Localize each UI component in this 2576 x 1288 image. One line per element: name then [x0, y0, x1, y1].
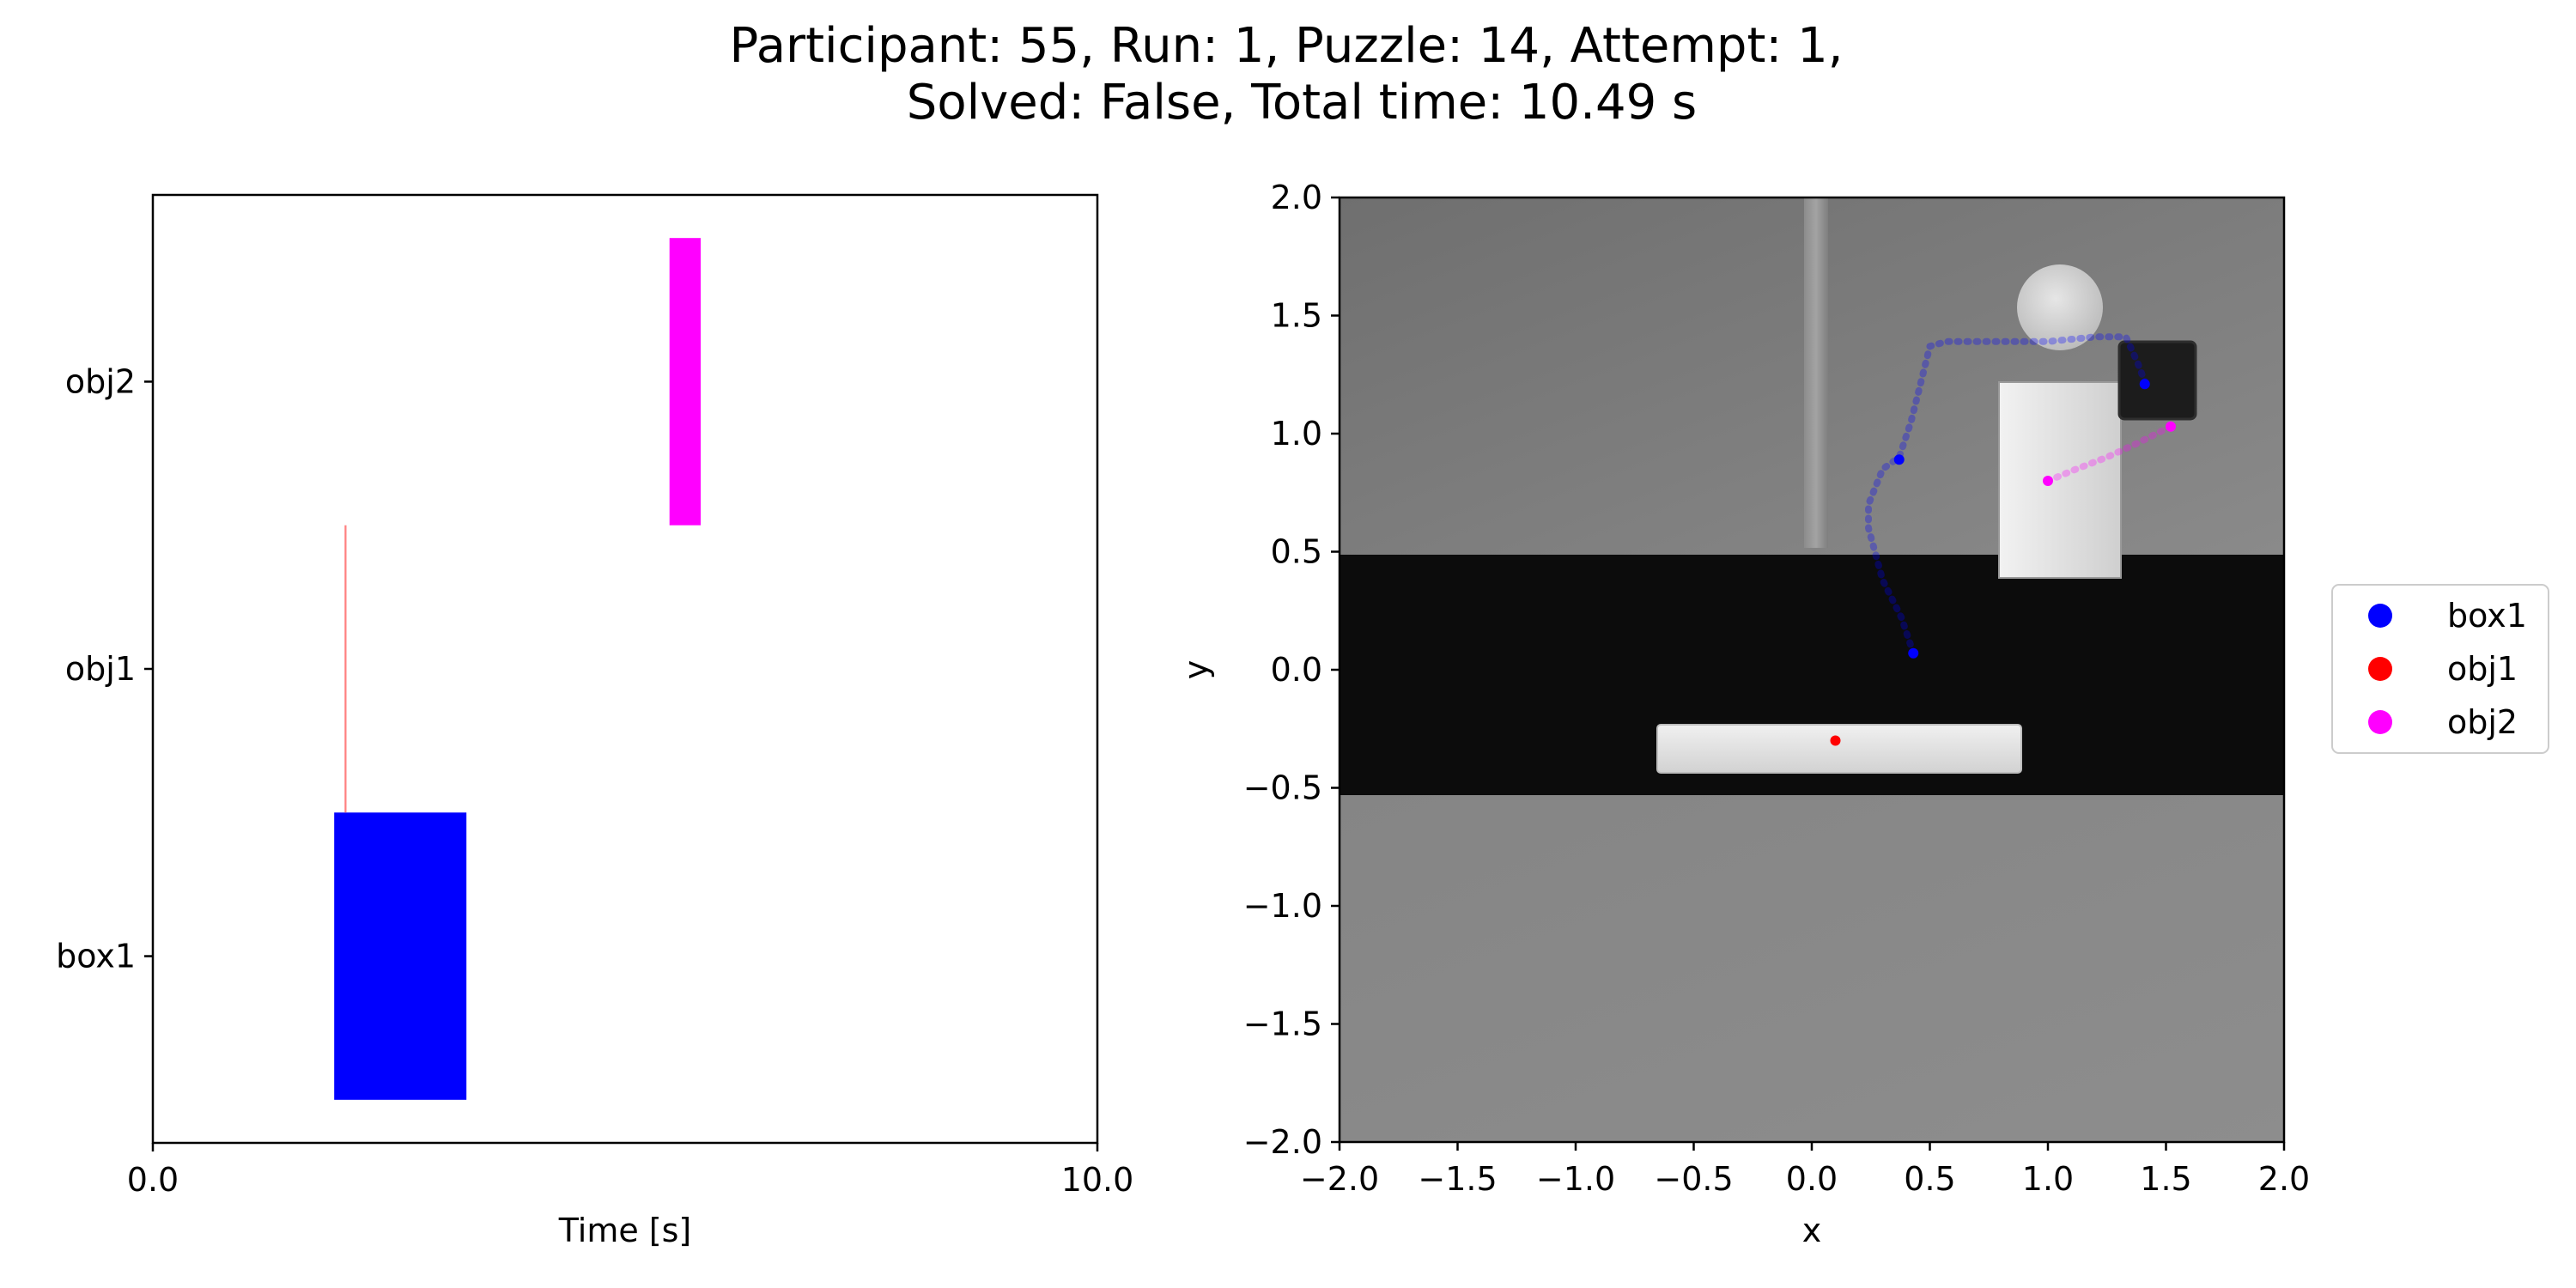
scene-dark-box	[2117, 340, 2197, 421]
scene-x-tick-label: −1.5	[1418, 1160, 1497, 1198]
scene-x-tick-label: 1.5	[2140, 1160, 2191, 1198]
timeline-plot-area	[153, 195, 1097, 1143]
scene-y-tick-label: 1.0	[1271, 415, 1322, 453]
legend-swatch-obj1	[2368, 657, 2392, 681]
scene-y-tick-label: −1.0	[1243, 887, 1322, 925]
timeline-bar-box1	[334, 812, 467, 1100]
marker-obj2	[2166, 421, 2176, 432]
scene-y-axis-label: y	[1177, 660, 1215, 680]
scene-x-tick-label: 2.0	[2258, 1160, 2310, 1198]
scene-x-tick-label: −0.5	[1654, 1160, 1733, 1198]
timeline-x-tick-label: 10.0	[1061, 1161, 1134, 1199]
legend-label-box1: box1	[2447, 597, 2527, 635]
marker-box1	[1893, 454, 1905, 465]
marker-obj1	[1830, 735, 1841, 746]
scene-y-tick-label: 0.0	[1271, 651, 1322, 689]
trajectory-layer	[1830, 333, 2176, 746]
legend-label-obj2: obj2	[2447, 703, 2518, 741]
scene-x-tick-label: −2.0	[1300, 1160, 1379, 1198]
timeline-bar-obj1	[344, 525, 347, 813]
legend-swatch-box1	[2368, 604, 2392, 628]
timeline-intervals	[334, 238, 701, 1100]
timeline-x-axis-label: Time [s]	[558, 1212, 692, 1249]
timeline-y-tick-label: obj1	[65, 650, 136, 688]
scene-y-tick-label: −2.0	[1243, 1123, 1322, 1161]
scene-y-tick-label: −1.5	[1243, 1005, 1322, 1043]
scene-y-tick-label: 2.0	[1271, 179, 1322, 216]
marker-box1	[1908, 647, 1919, 659]
scene-y-tick-label: −0.5	[1243, 769, 1322, 807]
scene-x-axis-label: x	[1802, 1212, 1822, 1249]
scene-ball	[2017, 264, 2103, 350]
legend-label-obj1: obj1	[2447, 650, 2518, 688]
scene-x-tick-label: 0.5	[1904, 1160, 1955, 1198]
timeline-y-tick-label: obj2	[65, 362, 136, 400]
timeline-x-tick-label: 0.0	[127, 1161, 179, 1199]
trajectory-box1	[1865, 333, 2148, 657]
legend-swatch-obj2	[2368, 710, 2392, 734]
legend-frame	[2331, 584, 2549, 754]
scene-x-tick-label: 1.0	[2022, 1160, 2074, 1198]
legend: box1 obj1 obj2	[2331, 584, 2549, 754]
scene-y-tick-label: 0.5	[1271, 533, 1322, 571]
scene-pillar	[1804, 197, 1828, 548]
scene-plank	[1656, 724, 2022, 774]
trajectory-obj2	[2044, 422, 2174, 484]
marker-obj2	[2043, 476, 2053, 486]
timeline-y-tick-label: box1	[56, 938, 136, 975]
scene-y-tick-label: 1.5	[1271, 297, 1322, 335]
timeline-bar-obj2	[669, 238, 701, 526]
legend-items: box1 obj1 obj2	[2368, 597, 2527, 741]
scene-x-tick-label: 0.0	[1786, 1160, 1838, 1198]
timeline-x-ticks: 0.0 10.0	[127, 1143, 1134, 1199]
timeline-y-ticks: box1 obj1 obj2	[56, 362, 153, 975]
scene-x-tick-label: −1.0	[1536, 1160, 1615, 1198]
timeline-chart: box1 obj1 obj2 0.0 10.0 Time [s]	[56, 193, 1134, 1249]
scene-white-box	[1998, 381, 2122, 579]
marker-box1	[2139, 379, 2150, 390]
scene-y-ticks: −2.0 −1.5 −1.0 −0.5 0.0 0.5 1.0 1.5 2.0	[1243, 179, 1340, 1161]
scene-x-ticks: −2.0 −1.5 −1.0 −0.5 0.0 0.5 1.0 1.5 2.0	[1300, 1142, 2310, 1198]
scene-background-image	[1340, 197, 2284, 1142]
figure-title-line2: Solved: False, Total time: 10.49 s	[907, 75, 1697, 131]
figure-title-line1: Participant: 55, Run: 1, Puzzle: 14, Att…	[729, 18, 1843, 74]
scene-chart: −2.0 −1.5 −1.0 −0.5 0.0 0.5 1.0 1.5 2.0 −2.0 −1.5…	[1177, 179, 2310, 1249]
